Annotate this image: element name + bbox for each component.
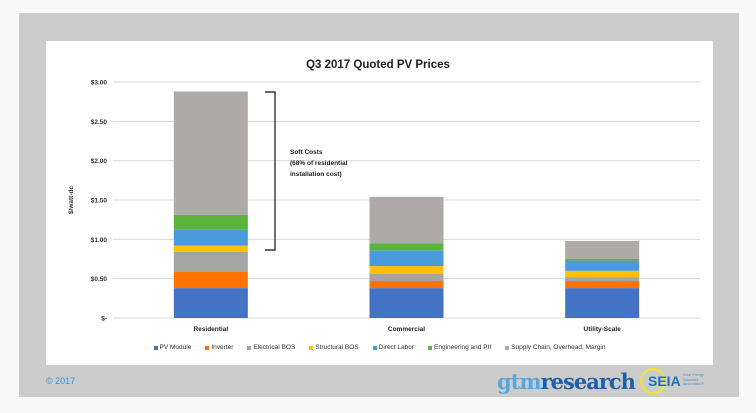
y-tick-label: $-	[101, 316, 107, 323]
logo-research: research	[540, 369, 636, 394]
soft-costs-annotation: Soft Costs (68% of residential installat…	[265, 91, 348, 251]
legend-swatch	[309, 345, 314, 350]
x-tick-label: Residential	[193, 326, 228, 333]
bar-segment-engineering-and-pii	[565, 259, 640, 261]
y-axis-label: $/watt-dc	[68, 186, 75, 215]
copyright: © 2017	[46, 376, 76, 386]
legend-item: PV Module	[153, 344, 192, 351]
y-tick-label: $2.00	[91, 158, 108, 165]
y-tick-label: $2.50	[91, 119, 108, 126]
bar-segment-electrical-bos	[565, 277, 640, 282]
chart-title: Q3 2017 Quoted PV Prices	[306, 59, 450, 71]
legend-swatch	[372, 345, 377, 350]
legend-label: Direct Labor	[378, 344, 415, 351]
bar-segment-structural-bos	[369, 266, 444, 274]
seia-sun-icon	[640, 368, 666, 394]
y-tick-label: $1.00	[91, 237, 108, 244]
legend-label: Engineering and PII	[434, 344, 492, 351]
legend-label: Structural BOS	[315, 344, 359, 351]
soft-costs-bracket	[265, 91, 276, 251]
bar-segment-electrical-bos	[173, 251, 248, 272]
y-tick-label: $1.50	[91, 198, 108, 205]
bar-segment-electrical-bos	[369, 273, 444, 282]
annotation-line: installation cost)	[290, 171, 342, 178]
y-tick-label: $3.00	[91, 80, 108, 87]
bar-segment-engineering-and-pii	[369, 243, 444, 251]
bar-segment-supply-chain-overhead-margin	[565, 240, 640, 259]
bar-segment-direct-labor	[565, 260, 640, 271]
bar-segment-pv-module	[173, 288, 248, 318]
bar-segment-pv-module	[565, 288, 640, 318]
legend-label: Inverter	[211, 344, 234, 351]
legend-swatch	[505, 345, 510, 350]
legend-label: PV Module	[159, 344, 192, 351]
legend-label: Supply Chain, Overhead, Margin	[511, 344, 606, 351]
gtm-research-logo: gtmresearch	[497, 369, 636, 394]
legend-swatch	[153, 345, 158, 350]
bar-segment-structural-bos	[173, 245, 248, 252]
legend-item: Supply Chain, Overhead, Margin	[505, 344, 605, 351]
bar-segment-structural-bos	[565, 270, 640, 278]
bar-segment-inverter	[369, 281, 444, 289]
bar-segment-pv-module	[369, 288, 444, 318]
bar-segment-direct-labor	[173, 229, 248, 246]
seia-logo: SEIA Solar Energy Industries Association…	[640, 368, 720, 394]
seia-subtext: Solar Energy Industries Association®	[683, 373, 705, 386]
bar-segment-supply-chain-overhead-margin	[369, 196, 444, 244]
legend-swatch	[428, 345, 433, 350]
x-tick-label: Commercial	[388, 326, 425, 333]
legend-item: Electrical BOS	[247, 344, 295, 351]
legend-item: Direct Labor	[372, 344, 415, 351]
legend-swatch	[247, 345, 252, 350]
bar-segment-engineering-and-pii	[173, 214, 248, 230]
annotation-line: Soft Costs	[290, 149, 323, 156]
bar-segment-inverter	[565, 281, 640, 289]
logo-gtm: gtm	[497, 369, 542, 394]
bar-segment-direct-labor	[369, 250, 444, 267]
bar-segment-inverter	[173, 271, 248, 289]
seia-text: SEIA	[648, 373, 681, 389]
y-tick-label: $0.50	[91, 276, 108, 283]
legend-item: Inverter	[205, 344, 233, 351]
annotation-line: (68% of residential	[290, 160, 348, 167]
x-tick-label: Utility-Scale	[584, 326, 622, 333]
legend-item: Structural BOS	[309, 344, 359, 351]
legend-label: Electrical BOS	[253, 344, 296, 351]
bar-segment-supply-chain-overhead-margin	[173, 91, 248, 215]
legend-swatch	[205, 345, 210, 350]
chart-legend: PV Module Inverter Electrical BOS Structura…	[46, 344, 713, 351]
legend-item: Engineering and PII	[428, 344, 491, 351]
